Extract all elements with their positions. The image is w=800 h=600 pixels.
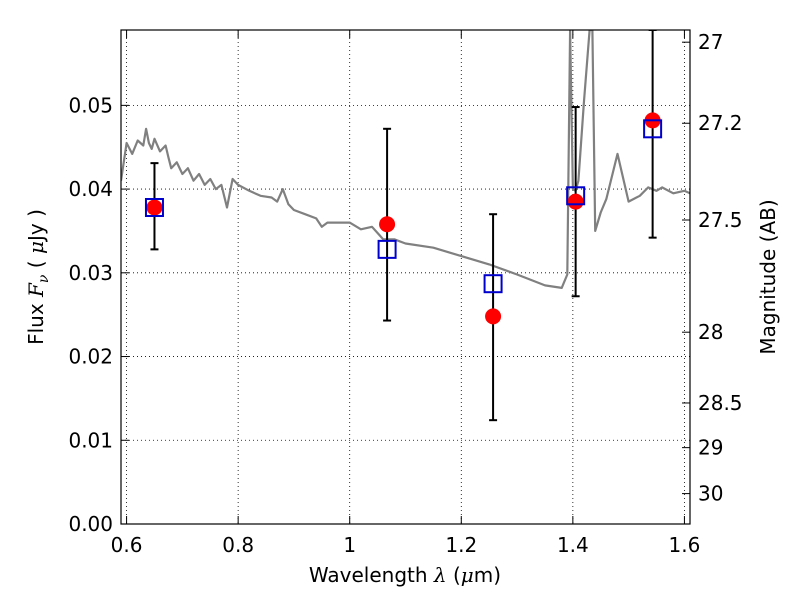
x-tick-label: 1 [343, 533, 356, 557]
y2-tick-label: 30 [698, 482, 723, 506]
tick-labels: 0.6 0.8 1 1.2 1.4 1.6 0.00 0.01 0.02 0.03 0.04 0.05… [68, 30, 742, 557]
model-band-flux-marker [566, 186, 586, 206]
y-axis-title: Flux Fν ( μJy ) [24, 209, 52, 345]
y2-tick-label: 28 [698, 320, 723, 344]
y2-axis-title: Magnitude (AB) [756, 199, 780, 354]
y-tick-label: 0.04 [68, 177, 113, 201]
y-tick-label: 0.02 [68, 345, 113, 369]
data-marker-layer [144, 30, 663, 422]
x-tick-label: 0.8 [222, 533, 254, 557]
y-tick-label: 0.05 [68, 93, 113, 117]
y2-tick-label: 28.5 [698, 391, 743, 415]
y-tick-label: 0.00 [68, 512, 113, 536]
x-tick-label: 1.2 [445, 533, 477, 557]
x-tick-label: 1.4 [557, 533, 589, 557]
x-axis-title: Wavelength λ (μm) [309, 563, 501, 587]
observed-flux-point [567, 193, 584, 210]
x-tick-label: 1.6 [669, 533, 701, 557]
tick-marks [121, 30, 690, 525]
plot-area-background [121, 30, 690, 524]
x-tick-label: 0.6 [111, 533, 143, 557]
y-tick-label: 0.03 [68, 261, 113, 285]
model-spectrum-layer [121, 30, 690, 289]
observed-flux-point [485, 308, 502, 325]
y-tick-label: 0.01 [68, 428, 113, 452]
model-band-flux-marker [144, 198, 164, 218]
model-spectrum-line [121, 30, 690, 289]
y2-tick-label: 27.5 [698, 208, 743, 232]
observed-flux-point [379, 216, 396, 233]
model-band-flux-marker [483, 274, 503, 294]
observed-flux-point [146, 199, 163, 216]
y2-tick-label: 27 [698, 30, 723, 54]
y2-tick-label: 29 [698, 436, 723, 460]
plot-frame [120, 29, 691, 525]
y2-tick-label: 27.2 [698, 111, 743, 135]
model-band-flux-marker [643, 119, 663, 139]
model-band-flux-marker [377, 239, 397, 259]
